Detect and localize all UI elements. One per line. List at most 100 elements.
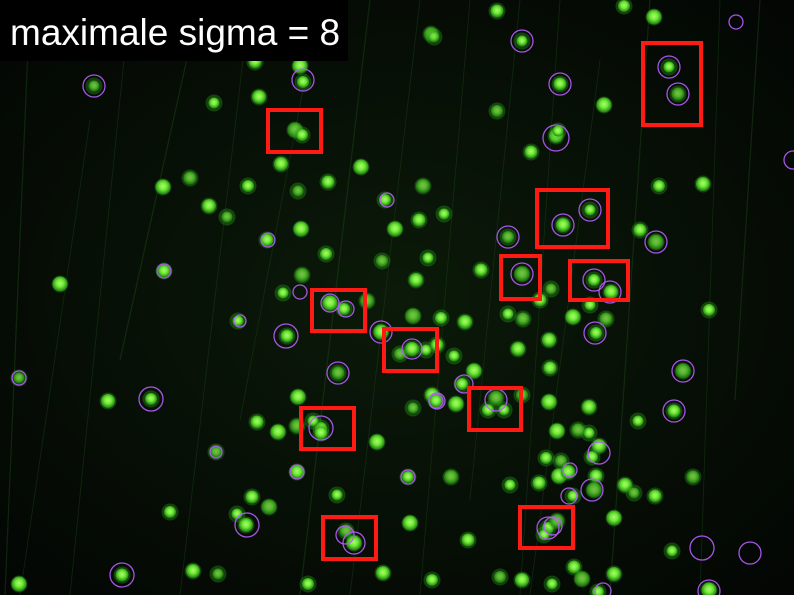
cell [368, 433, 386, 451]
cell [447, 395, 465, 413]
detection-circle [551, 213, 575, 237]
cell [299, 575, 317, 593]
cell [491, 568, 509, 586]
cell [602, 283, 620, 301]
detection-circle [671, 359, 695, 383]
detection-circle [273, 323, 299, 349]
cell [501, 476, 519, 494]
detection-circle [379, 192, 395, 208]
cell [181, 169, 199, 187]
cell [435, 205, 453, 223]
cell [573, 570, 591, 588]
detection-circle [292, 284, 308, 300]
background-streak [179, 0, 251, 595]
detection-circle [156, 263, 172, 279]
highlight-box [499, 254, 542, 301]
cell [289, 388, 307, 406]
detection-circle [562, 462, 578, 478]
cell [629, 412, 647, 430]
cell [585, 481, 603, 499]
highlight-box [321, 515, 378, 561]
highlight-box [299, 406, 356, 451]
cell [218, 208, 236, 226]
detection-circle [543, 516, 563, 536]
cell [540, 331, 558, 349]
cell [294, 73, 312, 91]
highlight-box [568, 259, 630, 302]
cell [684, 468, 702, 486]
detection-circle [308, 415, 334, 441]
cell [85, 77, 103, 95]
highlight-box [535, 188, 610, 249]
detection-circle [289, 464, 305, 480]
background-streak [19, 119, 91, 595]
detection-circle [510, 262, 534, 286]
detection-circle [454, 374, 474, 394]
background-streak [349, 0, 421, 595]
cell [292, 220, 310, 238]
cell [419, 249, 437, 267]
cell [565, 558, 583, 576]
cell [542, 280, 560, 298]
cell [155, 262, 173, 280]
background-streak [469, 0, 521, 501]
cell [401, 514, 419, 532]
detection-circle [560, 487, 578, 505]
cell [293, 126, 311, 144]
detection-circle [580, 478, 604, 502]
detection-circle [697, 579, 721, 595]
cell [228, 505, 246, 523]
cell [646, 487, 664, 505]
cell [269, 423, 287, 441]
highlight-box [518, 505, 575, 550]
cell [509, 340, 527, 358]
detection-circle [82, 74, 106, 98]
detection-circle [400, 469, 416, 485]
cell [278, 327, 296, 345]
detection-circle [510, 29, 534, 53]
detection-circle [582, 268, 606, 292]
cell [472, 261, 490, 279]
highlight-box [467, 386, 523, 432]
cell [495, 401, 513, 419]
cell [274, 284, 292, 302]
detection-circle [401, 338, 423, 360]
cell [669, 85, 687, 103]
detection-circle [587, 441, 611, 465]
cell [554, 216, 572, 234]
cell [414, 177, 432, 195]
cell [559, 463, 577, 481]
cell [51, 275, 69, 293]
cell [660, 58, 678, 76]
cell [650, 177, 668, 195]
cell [237, 516, 255, 534]
cell [113, 566, 131, 584]
highlight-box [641, 41, 703, 127]
cell [288, 463, 306, 481]
cell [423, 571, 441, 589]
cell [465, 362, 483, 380]
cell [605, 509, 623, 527]
cell [530, 474, 548, 492]
detection-circle [209, 445, 223, 459]
cell [243, 488, 261, 506]
cell [410, 211, 428, 229]
cell [537, 449, 555, 467]
cell [293, 266, 311, 284]
cell [499, 228, 517, 246]
detection-circle [260, 232, 276, 248]
cell [445, 347, 463, 365]
cell [513, 32, 531, 50]
cell [321, 294, 339, 312]
cell [548, 422, 566, 440]
background-streaks [4, 0, 761, 595]
detection-circle [326, 361, 350, 385]
background-streak [734, 0, 761, 401]
highlight-box [382, 327, 439, 373]
cell [479, 401, 497, 419]
cell [425, 28, 443, 46]
cell [647, 233, 665, 251]
cell [372, 323, 390, 341]
cell [595, 96, 613, 114]
